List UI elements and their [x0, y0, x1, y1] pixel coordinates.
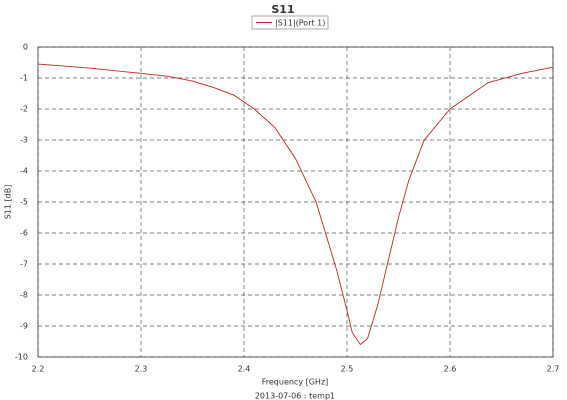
x-tick-label: 2.2	[32, 365, 45, 374]
y-tick-label: -6	[20, 229, 28, 238]
x-tick-label: 2.7	[547, 365, 560, 374]
y-tick-label: 0	[23, 43, 28, 52]
y-tick-label: -7	[20, 260, 28, 269]
x-tick-label: 2.3	[135, 365, 148, 374]
chart-title: S11	[271, 3, 294, 16]
legend-box	[251, 15, 329, 30]
y-tick-label: -1	[20, 74, 28, 83]
y-tick-label: -2	[20, 105, 28, 114]
y-axis-title: S11 [dB]	[4, 185, 13, 220]
y-tick-label: -5	[20, 198, 28, 207]
y-tick-label: -9	[20, 322, 28, 331]
x-axis-label: 2013-07-06 : temp1	[255, 392, 335, 400]
series-line	[37, 63, 554, 346]
y-tick-label: -10	[15, 353, 28, 362]
legend-label: |S11|(Port 1)	[275, 19, 325, 28]
y-tick-label: -8	[20, 291, 28, 300]
x-axis-title: Frequency [GHz]	[262, 378, 329, 387]
x-tick-label: 2.6	[444, 365, 457, 374]
y-tick-label: -4	[20, 167, 28, 176]
plot-frame	[37, 46, 554, 358]
x-tick-label: 2.5	[341, 365, 354, 374]
y-tick-label: -3	[20, 136, 28, 145]
x-tick-label: 2.4	[238, 365, 251, 374]
